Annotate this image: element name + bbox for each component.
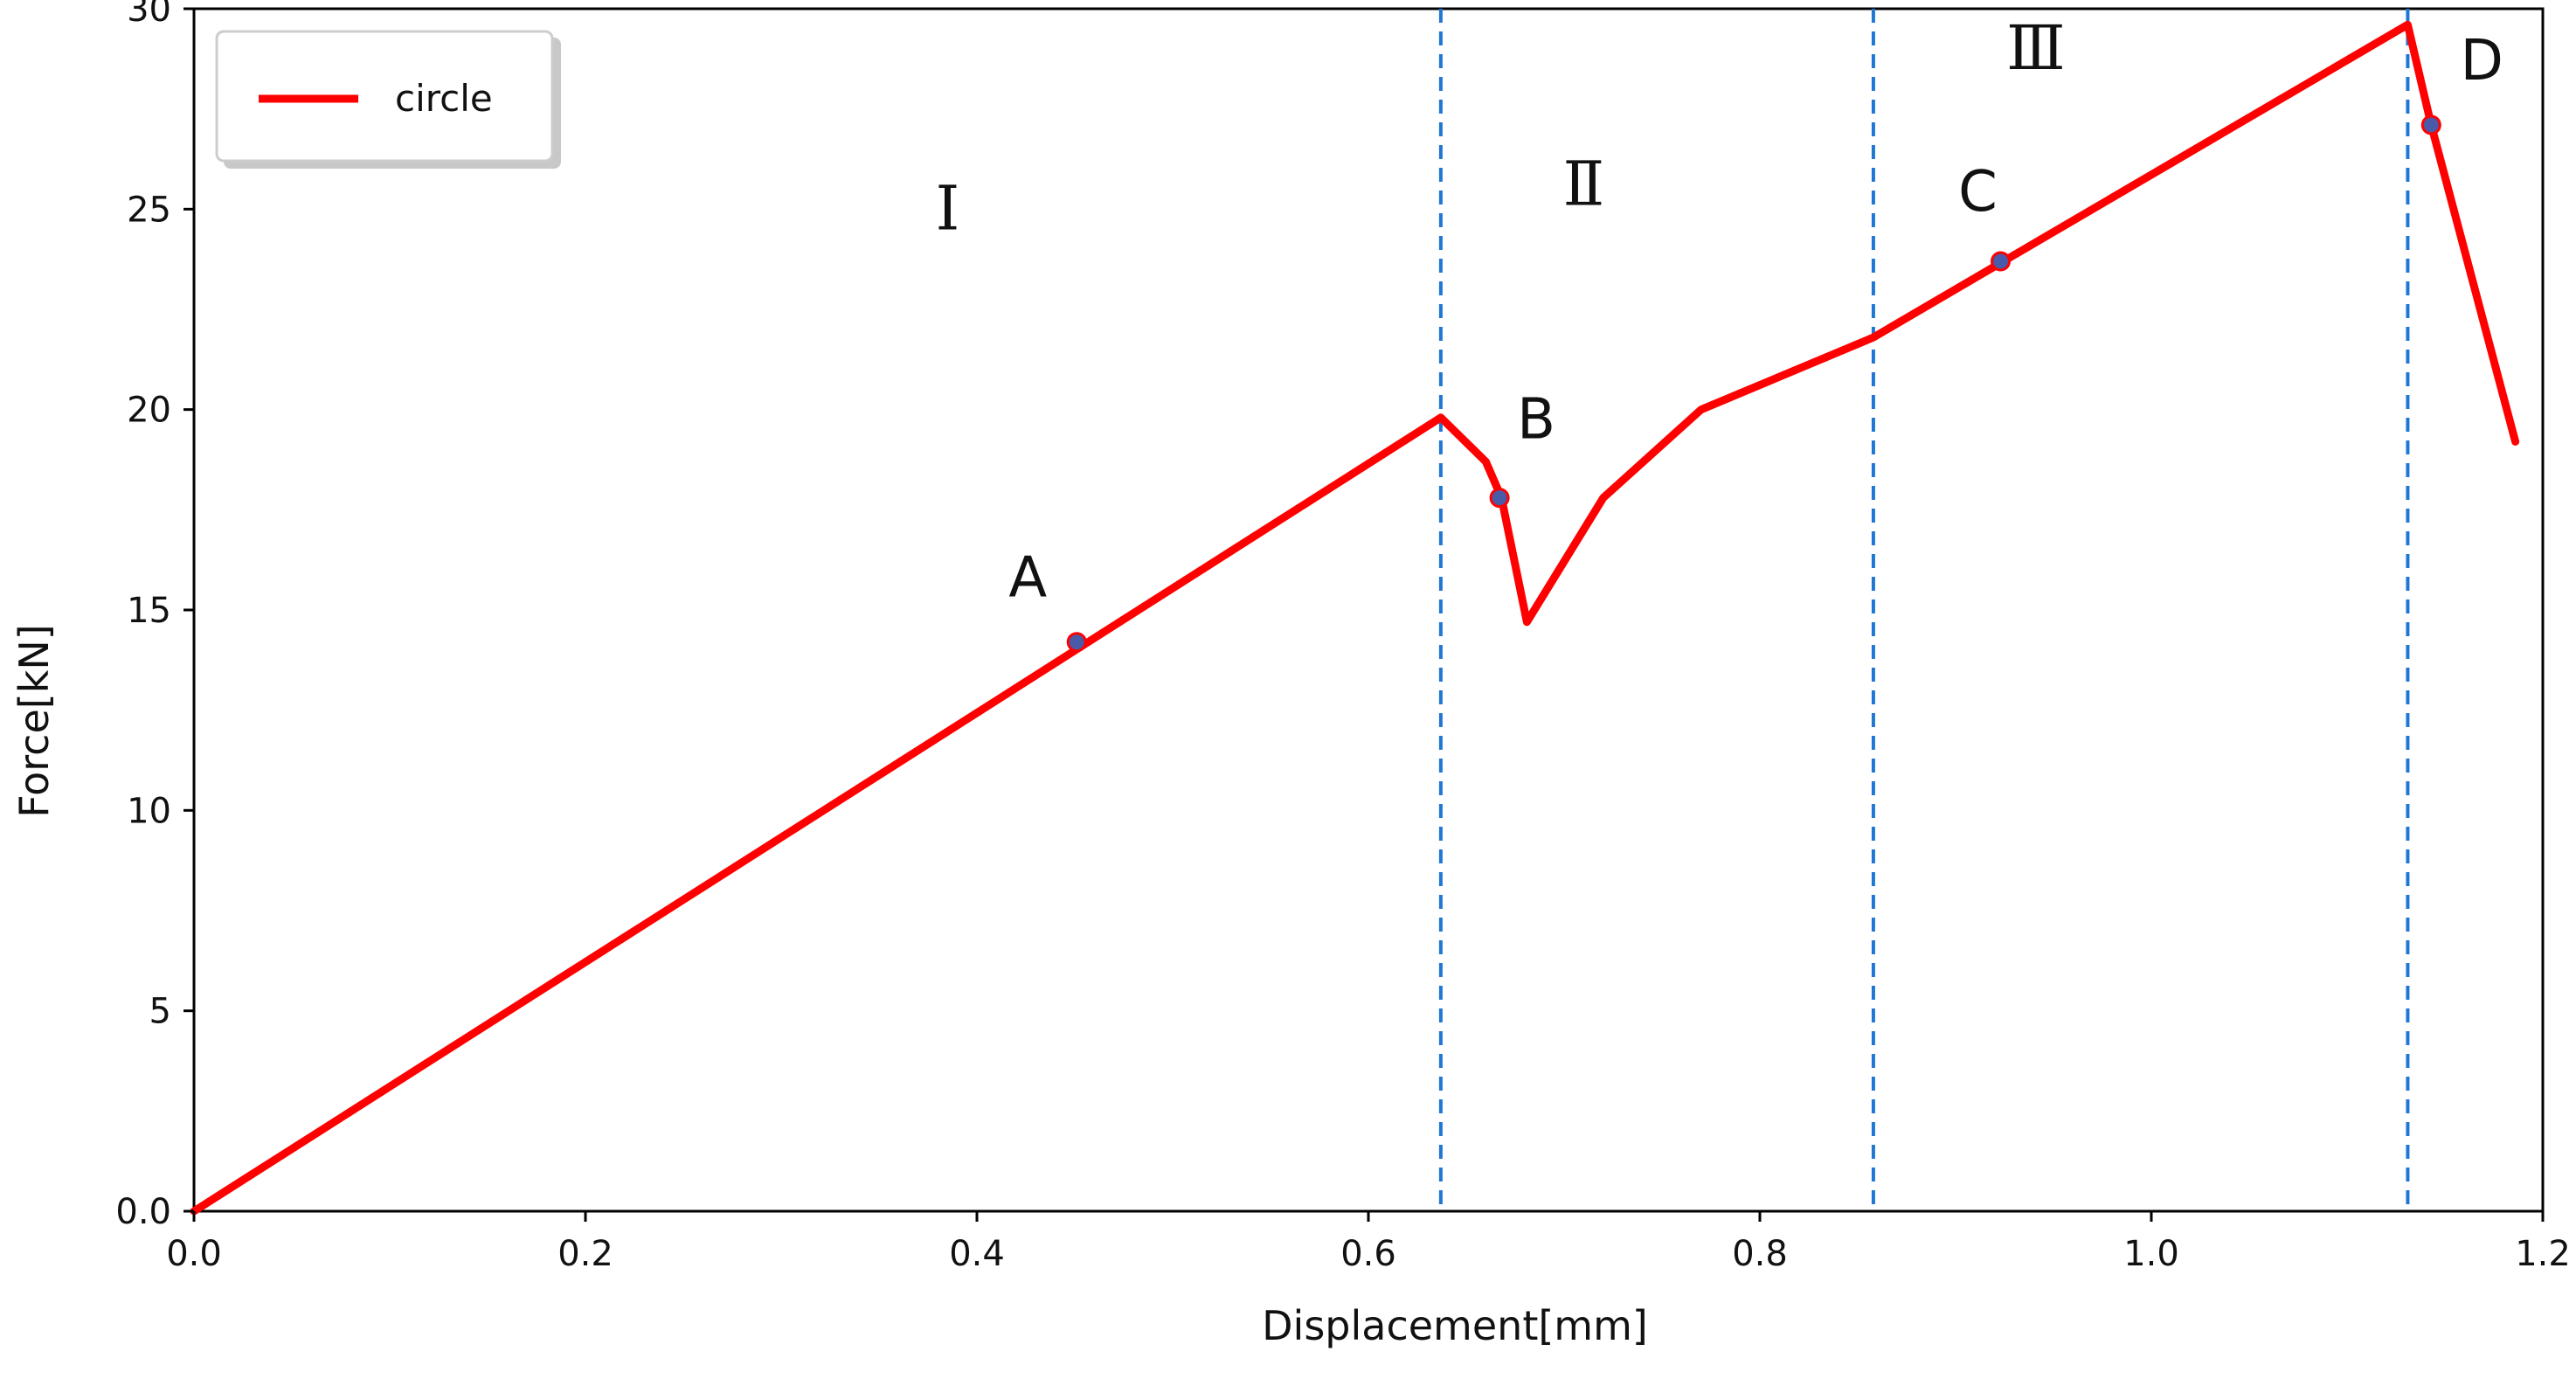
- point-label-a: A: [1008, 546, 1047, 611]
- x-tick-label: 0.2: [557, 1234, 613, 1274]
- legend: circle: [215, 30, 561, 169]
- x-tick-label: 1.2: [2515, 1234, 2571, 1274]
- y-tick-label: 20: [127, 391, 171, 431]
- y-tick-label: 0.0: [115, 1192, 171, 1232]
- y-tick-label: 15: [127, 591, 171, 631]
- y-tick-label: 10: [127, 791, 171, 831]
- plot-area-frame: [192, 7, 2545, 1213]
- y-axis-title: Force[kN]: [10, 624, 58, 817]
- region-label: Ⅲ: [2006, 12, 2066, 84]
- point-marker-b: [1489, 488, 1510, 509]
- legend-entry-label: circle: [395, 77, 493, 120]
- y-tick-label: 30: [127, 0, 171, 30]
- legend-box: [215, 30, 554, 163]
- point-marker-c: [1991, 251, 2012, 272]
- y-tick-label: 25: [127, 190, 171, 230]
- x-tick-label: 0.0: [166, 1234, 222, 1274]
- x-axis-title: Displacement[mm]: [1262, 1302, 1648, 1349]
- region-label: Ⅱ: [1563, 149, 1605, 220]
- x-tick-label: 0.8: [1732, 1234, 1788, 1274]
- x-tick-label: 0.6: [1340, 1234, 1396, 1274]
- series-line-circle: [190, 20, 2520, 1216]
- point-marker-a: [1066, 632, 1087, 653]
- point-label-c: C: [1958, 160, 1998, 225]
- y-tick-label: 5: [149, 992, 171, 1032]
- x-tick-label: 1.0: [2123, 1234, 2179, 1274]
- region-label: Ⅰ: [936, 172, 960, 244]
- point-label-d: D: [2461, 29, 2503, 94]
- point-label-b: B: [1517, 388, 1555, 453]
- point-marker-d: [2420, 114, 2441, 135]
- x-tick-label: 0.4: [949, 1234, 1005, 1274]
